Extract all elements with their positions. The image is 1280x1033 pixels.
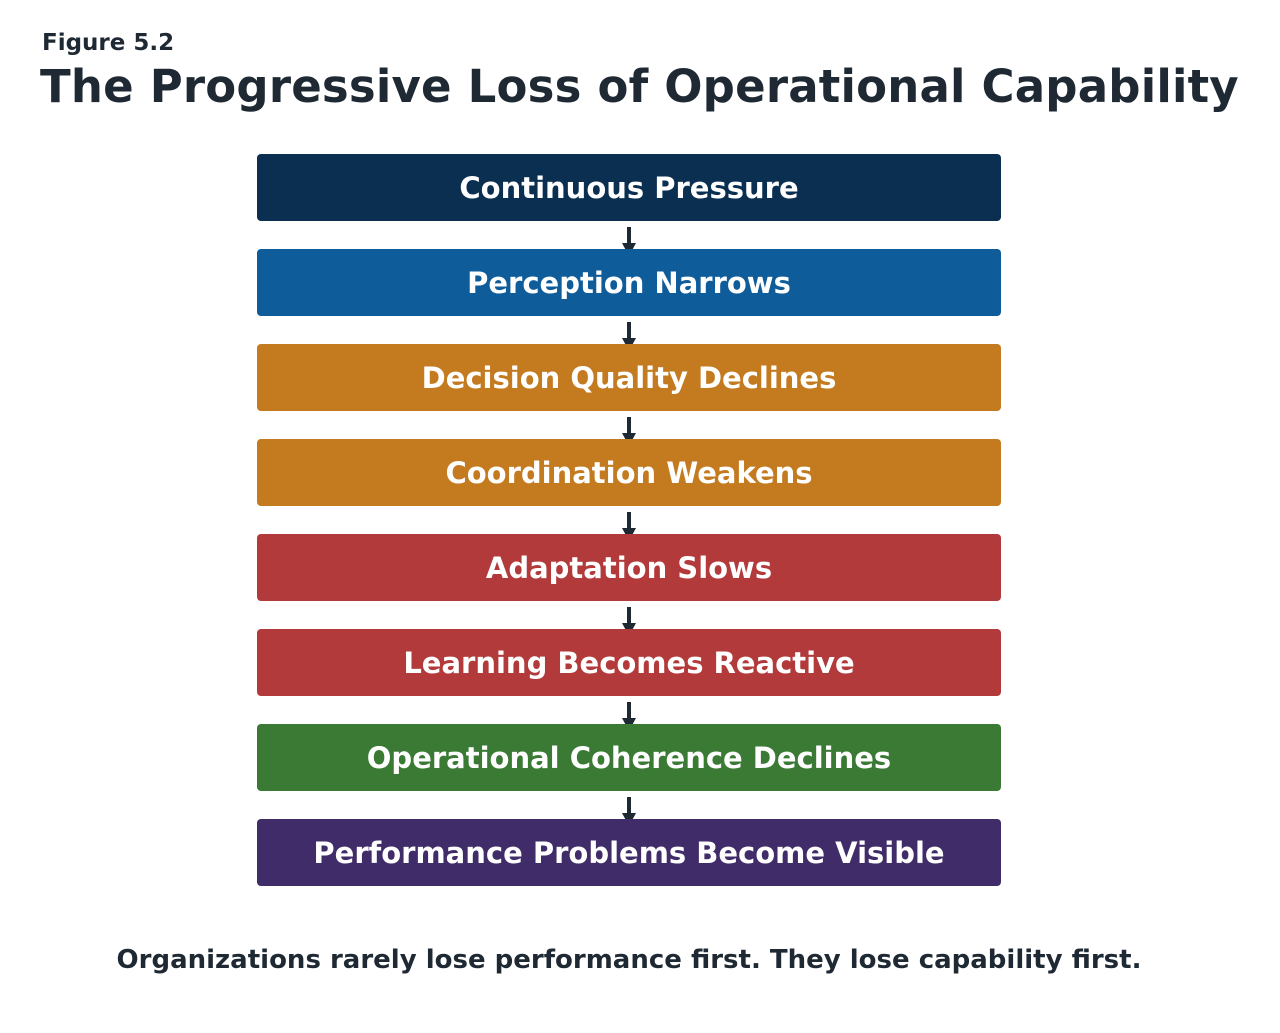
- step-operational-coherence-declines: Operational Coherence Declines: [257, 724, 1001, 791]
- step-label: Perception Narrows: [467, 265, 791, 300]
- step-label: Operational Coherence Declines: [366, 740, 892, 775]
- page-title: The Progressive Loss of Operational Capa…: [40, 60, 1239, 113]
- step-adaptation-slows: Adaptation Slows: [257, 534, 1001, 601]
- caption: Organizations rarely lose performance fi…: [116, 945, 1142, 975]
- step-perception-narrows: Perception Narrows: [257, 249, 1001, 316]
- step-performance-problems-become-visible: Performance Problems Become Visible: [257, 819, 1001, 886]
- figure-label: Figure 5.2: [42, 30, 175, 56]
- step-label: Decision Quality Declines: [421, 360, 837, 395]
- step-coordination-weakens: Coordination Weakens: [257, 439, 1001, 506]
- step-label: Performance Problems Become Visible: [313, 835, 945, 870]
- step-label: Coordination Weakens: [445, 455, 813, 490]
- step-continuous-pressure: Continuous Pressure: [257, 154, 1001, 221]
- step-label: Adaptation Slows: [485, 550, 773, 585]
- step-label: Learning Becomes Reactive: [403, 645, 855, 680]
- step-label: Continuous Pressure: [459, 170, 799, 205]
- step-decision-quality-declines: Decision Quality Declines: [257, 344, 1001, 411]
- step-learning-becomes-reactive: Learning Becomes Reactive: [257, 629, 1001, 696]
